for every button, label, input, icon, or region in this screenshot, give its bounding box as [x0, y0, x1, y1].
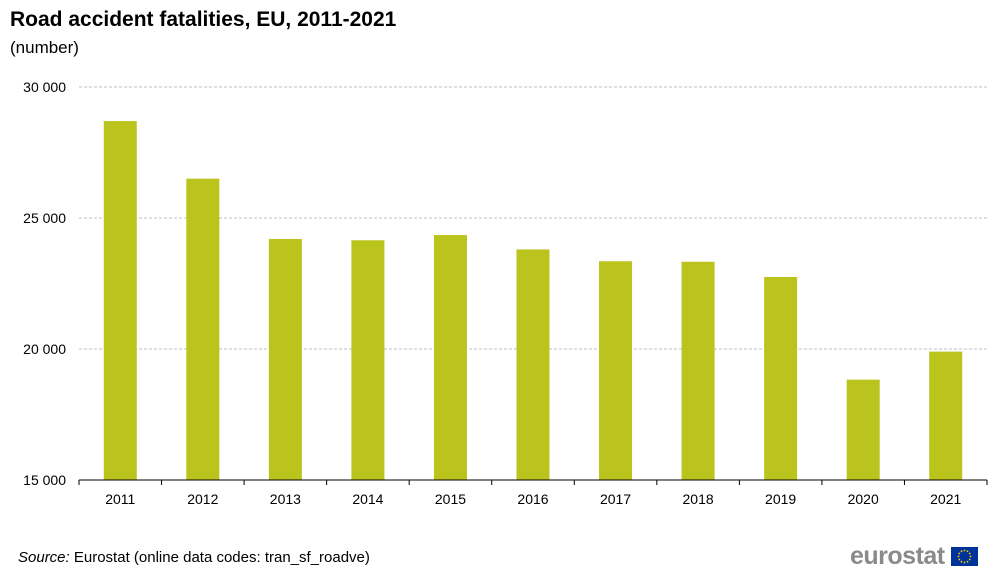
bar [103, 121, 137, 480]
bars [103, 121, 963, 480]
flag-star [958, 558, 960, 561]
bar [268, 238, 302, 480]
x-tick-label: 2011 [105, 491, 135, 507]
bar [681, 261, 715, 480]
eurostat-logo: eurostat [850, 542, 978, 571]
x-tick-label: 2013 [270, 491, 301, 507]
chart-title: Road accident fatalities, EU, 2011-2021 [10, 8, 397, 31]
x-tick-label: 2016 [517, 491, 548, 507]
x-tick-label: 2017 [600, 491, 631, 507]
x-tick-label: 2020 [848, 491, 879, 507]
y-tick-label: 20 000 [23, 341, 66, 357]
flag-star [957, 555, 960, 558]
bar [516, 249, 550, 480]
x-tick-label: 2012 [187, 491, 218, 507]
bar [599, 261, 633, 480]
x-tick-label: 2015 [435, 491, 466, 507]
flag-star [968, 558, 971, 561]
flag-star [963, 561, 966, 564]
x-axis-tick-labels: 2011 2012 2013 2014 2015 2016 2017 2018 2019 2020… [105, 491, 961, 507]
flag-star [968, 552, 971, 555]
bar [846, 379, 880, 480]
flag-star [969, 555, 972, 558]
x-tick-label: 2019 [765, 491, 796, 507]
y-tick-label: 30 000 [23, 79, 66, 95]
x-tick-label: 2018 [683, 491, 714, 507]
bar [764, 276, 798, 480]
x-tick-label: 2014 [352, 491, 383, 507]
bar [929, 351, 963, 480]
source-note: Source: Eurostat (online data codes: tra… [18, 549, 370, 566]
logo-text: eurostat [850, 542, 945, 570]
flag-star [963, 549, 966, 552]
source-label: Source: [18, 549, 70, 566]
flag-star [960, 550, 963, 553]
flag-star [966, 550, 969, 553]
bar [186, 178, 220, 480]
y-axis-tick-labels: 15 000 20 000 25 000 30 000 [23, 79, 66, 488]
y-tick-label: 25 000 [23, 210, 66, 226]
bar [433, 235, 467, 480]
gridlines [79, 86, 987, 350]
flag-star [966, 560, 969, 563]
source-text: Eurostat (online data codes: tran_sf_roa… [69, 549, 370, 566]
bar [351, 240, 385, 480]
flag-star [960, 560, 963, 563]
eu-flag-icon [950, 547, 978, 566]
flag-star [958, 552, 960, 555]
x-axis [78, 479, 988, 485]
x-tick-label: 2021 [930, 491, 961, 507]
y-tick-label: 15 000 [23, 472, 66, 488]
chart-subtitle: (number) [10, 38, 79, 57]
